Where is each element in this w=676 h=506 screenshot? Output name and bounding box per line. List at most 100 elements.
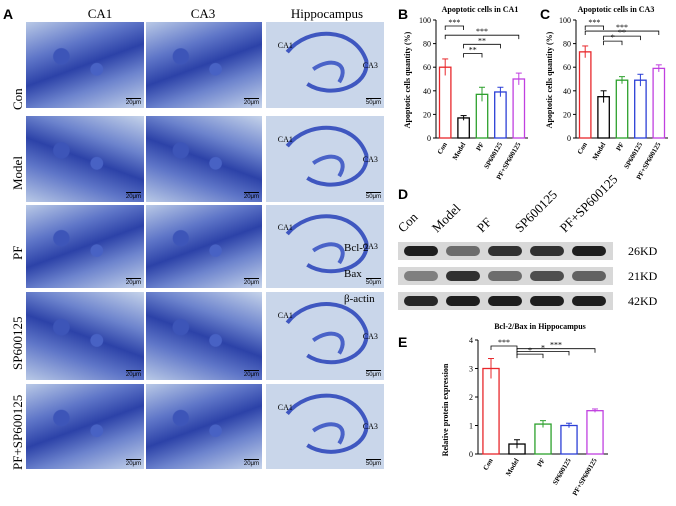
- dentate-gyrus: [312, 422, 345, 445]
- x-tick-label: Con: [436, 141, 449, 156]
- region-label-ca3: CA3: [362, 331, 378, 341]
- hippocampus-outline: [285, 393, 369, 454]
- x-tick-label: Model: [591, 141, 607, 162]
- significance-bracket: [584, 30, 660, 36]
- blot-band: [446, 296, 480, 306]
- region-label-ca3: CA3: [362, 242, 378, 252]
- scale-bar: 50μm: [365, 370, 382, 378]
- ca-pyramidal-layer: [285, 214, 369, 274]
- hippocampus-outline: [285, 125, 369, 187]
- bar-pf: [615, 79, 629, 139]
- panel-letter-c: C: [540, 6, 551, 22]
- blot-band: [404, 296, 438, 306]
- y-tick-label: 4: [469, 336, 473, 345]
- y-tick-label: 1: [469, 422, 473, 431]
- bar-con: [578, 51, 592, 139]
- micrograph-ca1-sp600125: 20μm: [26, 292, 144, 380]
- chart-ca1-title: Apoptotic cells in CA1: [442, 5, 519, 14]
- significance-label: *: [541, 343, 545, 352]
- bar-sp600125: [560, 424, 578, 455]
- blot-band: [488, 271, 522, 281]
- region-label-ca3: CA3: [362, 60, 378, 70]
- bar-pf: [534, 423, 552, 455]
- blot-band: [446, 246, 480, 256]
- y-tick-label: 2: [469, 393, 473, 402]
- micrograph-ca3-pf-sp600125: 20μm: [146, 384, 262, 469]
- column-header-hippocampus: Hippocampus: [290, 6, 364, 21]
- ca-pyramidal-layer: [285, 125, 369, 187]
- chart-bcl2-bax-ylabel: Relative protein expression: [441, 363, 450, 456]
- panel-letter-a: A: [3, 6, 14, 22]
- band-label-beta-actin: β-actin: [344, 293, 375, 305]
- micrograph-ca1-con: 20μm: [26, 22, 144, 108]
- scale-bar: 20μm: [243, 98, 260, 106]
- significance-bracket: [463, 43, 501, 49]
- blot-strip-beta-actin: [398, 292, 613, 310]
- blot-strip-bcl2: [398, 242, 613, 260]
- scale-bar: 20μm: [243, 370, 260, 378]
- bar-model: [457, 117, 470, 139]
- lane-label-model: Model: [428, 200, 464, 236]
- significance-bracket: [444, 25, 464, 30]
- ca-pyramidal-layer: [285, 301, 369, 365]
- blot-band: [572, 296, 606, 306]
- hippocampus-outline: [285, 301, 369, 365]
- micrograph-hippocampus-sp600125: CA1 CA3 50μm: [266, 292, 384, 380]
- micrograph-ca1-pf: 20μm: [26, 205, 144, 288]
- blot-band: [530, 271, 564, 281]
- x-tick-label: Model: [504, 457, 520, 478]
- significance-label: ***: [498, 338, 510, 347]
- hippocampus-outline: [285, 31, 369, 93]
- chart-bcl2-bax-title: Bcl-2/Bax in Hippocampus: [494, 322, 586, 331]
- scale-bar: 50μm: [365, 278, 382, 286]
- significance-bracket: [584, 25, 604, 30]
- significance-label: ***: [476, 27, 488, 36]
- region-label-ca3: CA3: [362, 422, 378, 432]
- significance-bracket: [516, 348, 596, 353]
- x-tick-label: SP600125: [551, 457, 573, 487]
- bar-con: [438, 66, 452, 139]
- significance-label: ***: [616, 23, 628, 32]
- y-tick-label: 60: [563, 63, 571, 72]
- significance-label: ***: [588, 18, 600, 27]
- significance-bracket: [516, 353, 544, 359]
- band-kd-bcl2: 26KD: [628, 244, 658, 258]
- y-tick-label: 60: [423, 63, 431, 72]
- bar-pf-sp600125: [652, 67, 666, 139]
- scale-bar: 20μm: [125, 370, 142, 378]
- micrograph-ca3-sp600125: 20μm: [146, 292, 262, 380]
- significance-label: *: [611, 33, 615, 42]
- x-tick-label: Con: [482, 457, 495, 472]
- scale-bar: 20μm: [243, 459, 260, 467]
- ca-pyramidal-layer: [285, 31, 369, 93]
- y-tick-label: 80: [563, 40, 571, 49]
- micrograph-hippocampus-con: CA1 CA3 50μm: [266, 22, 384, 108]
- significance-bracket: [444, 34, 520, 40]
- significance-label: **: [478, 36, 486, 45]
- significance-bracket: [516, 350, 570, 356]
- blot-band: [404, 271, 438, 281]
- bar-con: [482, 367, 500, 455]
- band-kd-beta-actin: 42KD: [628, 294, 658, 308]
- scale-bar: 20μm: [125, 98, 142, 106]
- chart-ca3-ylabel: Apoptotic cells quantity (%): [545, 31, 554, 128]
- significance-bracket: [463, 53, 483, 58]
- blot-band: [572, 246, 606, 256]
- y-tick-label: 100: [559, 16, 571, 25]
- region-label-ca1: CA1: [277, 311, 293, 321]
- region-label-ca1: CA1: [277, 223, 293, 233]
- lane-label-pf: PF: [473, 214, 495, 236]
- row-label-model: Model: [10, 156, 25, 190]
- micrograph-hippocampus-model: CA1 CA3 50μm: [266, 116, 384, 202]
- panel-letter-b: B: [398, 6, 409, 22]
- dentate-gyrus: [312, 242, 345, 265]
- x-tick-label: Model: [451, 141, 467, 162]
- column-header-ca1: CA1: [87, 6, 113, 21]
- scale-bar: 20μm: [125, 192, 142, 200]
- y-tick-label: 3: [469, 365, 473, 374]
- blot-band: [488, 296, 522, 306]
- blot-band: [446, 271, 480, 281]
- blot-band: [488, 246, 522, 256]
